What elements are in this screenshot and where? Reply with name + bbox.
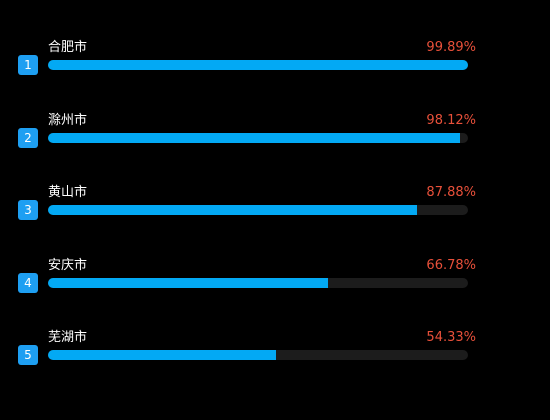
city-name: 滁州市: [48, 113, 88, 128]
rank-badge: 1: [18, 55, 38, 75]
city-name: 芜湖市: [48, 330, 88, 345]
percent-value: 99.89%: [426, 40, 476, 55]
percent-value: 98.12%: [426, 113, 476, 128]
ranking-row: 1 合肥市 99.89%: [0, 40, 550, 90]
rank-badge: 3: [18, 200, 38, 220]
city-name: 安庆市: [48, 258, 88, 273]
progress-bar-fill: [48, 133, 461, 143]
progress-bar-fill: [48, 278, 329, 288]
rank-badge: 5: [18, 345, 38, 365]
city-name: 黄山市: [48, 185, 88, 200]
progress-bar-fill: [48, 205, 418, 215]
ranking-row: 3 黄山市 87.88%: [0, 185, 550, 235]
rank-badge: 2: [18, 128, 38, 148]
ranking-row: 4 安庆市 66.78%: [0, 258, 550, 308]
progress-bar-track: [48, 60, 468, 70]
ranking-row: 5 芜湖市 54.33%: [0, 330, 550, 380]
percent-value: 54.33%: [426, 330, 476, 345]
progress-bar-track: [48, 205, 468, 215]
percent-value: 87.88%: [426, 185, 476, 200]
city-name: 合肥市: [48, 40, 88, 55]
ranking-row: 2 滁州市 98.12%: [0, 113, 550, 163]
percent-value: 66.78%: [426, 258, 476, 273]
progress-bar-fill: [48, 350, 277, 360]
progress-bar-track: [48, 350, 468, 360]
rank-badge: 4: [18, 273, 38, 293]
progress-bar-fill: [48, 60, 468, 70]
progress-bar-track: [48, 278, 468, 288]
progress-bar-track: [48, 133, 468, 143]
